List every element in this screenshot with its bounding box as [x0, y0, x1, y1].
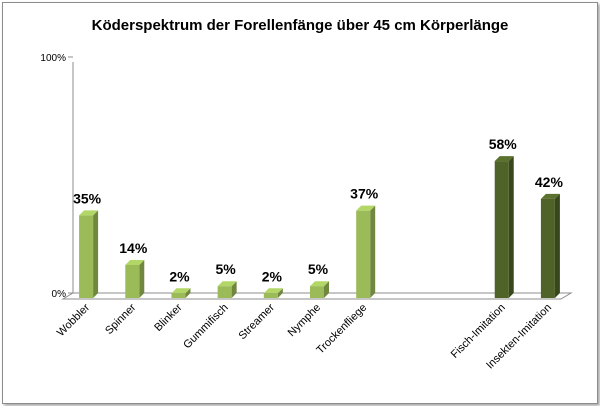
bar-top-face [494, 156, 514, 162]
bar-4 [217, 281, 237, 298]
x-tick-label-6: Nymphe [286, 302, 323, 339]
bar-front-face [494, 161, 509, 298]
bar-1 [79, 210, 99, 298]
bar-side-face [185, 288, 191, 298]
bar-top-face [356, 205, 376, 211]
chart-canvas: Köderspektrum der Forellenfänge über 45 … [40, 17, 573, 372]
bar-side-face [554, 193, 560, 298]
bar-5 [263, 288, 283, 298]
bar-10 [494, 156, 514, 298]
chart-axes: 0% 100% [40, 53, 573, 300]
bar-top-face [263, 288, 283, 294]
y-tick-label: 0% [52, 289, 67, 300]
chart-data-labels: 35% 14% 2% 5% 2% 5% 37% 58% 42% [73, 136, 563, 284]
bar-front-face [540, 198, 555, 298]
bar-front-face [171, 293, 186, 298]
y-tick-label: 100% [40, 53, 66, 64]
x-tick-label-1: Wobbler [55, 301, 93, 339]
chart-title: Köderspektrum der Forellenfänge über 45 … [92, 17, 509, 34]
bar-front-face [125, 264, 140, 298]
bar-top-face [171, 288, 191, 294]
data-label-4: 5% [216, 261, 237, 277]
data-label-11: 42% [535, 174, 564, 190]
x-tick-label-4: Gummifisch [181, 302, 231, 352]
data-label-6: 5% [308, 261, 329, 277]
bar-top-face [310, 281, 329, 287]
bar-front-face [217, 286, 232, 298]
bar-front-face [356, 210, 371, 298]
bar-side-face [139, 259, 145, 298]
data-label-3: 2% [169, 268, 190, 284]
x-tick-label-2: Spinner [103, 301, 139, 337]
data-label-5: 2% [262, 268, 283, 284]
bar-top-face [217, 281, 237, 287]
data-label-7: 37% [350, 186, 379, 202]
x-tick-label-5: Streamer [236, 301, 277, 342]
bar-top-face [79, 210, 99, 216]
bar-3 [171, 288, 191, 298]
bar-top-face [540, 193, 560, 199]
bar-7 [356, 205, 376, 298]
bar-6 [310, 281, 329, 298]
bar-side-face [231, 281, 237, 298]
x-tick-label-3: Blinker [152, 301, 184, 333]
bar-front-face [79, 215, 94, 298]
data-label-2: 14% [119, 240, 148, 256]
data-label-1: 35% [73, 190, 102, 206]
bar-side-face [508, 156, 514, 298]
bar-side-face [277, 288, 283, 298]
bar-front-face [310, 286, 324, 298]
bar-side-face [324, 281, 329, 298]
bar-2 [125, 259, 145, 298]
data-label-10: 58% [489, 136, 518, 152]
chart-bars [79, 156, 560, 298]
bar-11 [540, 193, 560, 298]
bar-front-face [263, 293, 278, 298]
bar-top-face [125, 259, 145, 265]
bar-side-face [93, 210, 99, 298]
bar-side-face [370, 205, 376, 298]
